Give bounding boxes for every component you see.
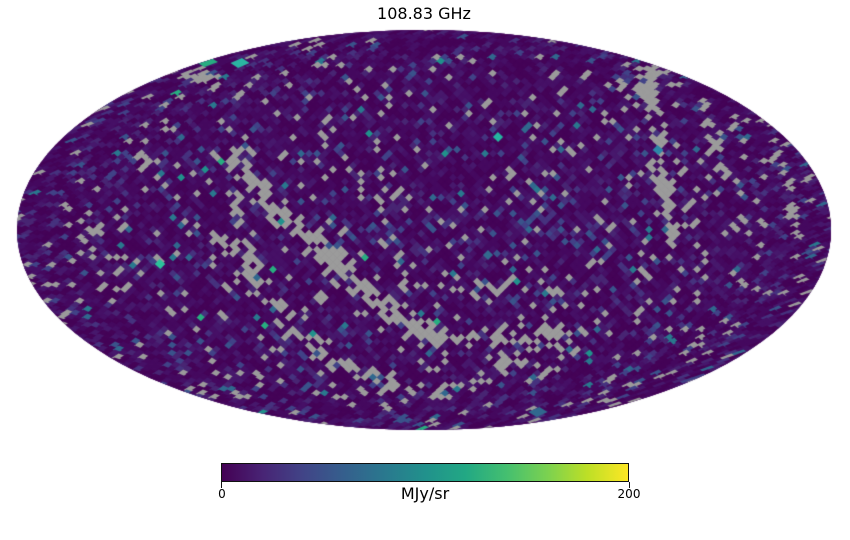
map-title: 108.83 GHz bbox=[377, 4, 471, 23]
